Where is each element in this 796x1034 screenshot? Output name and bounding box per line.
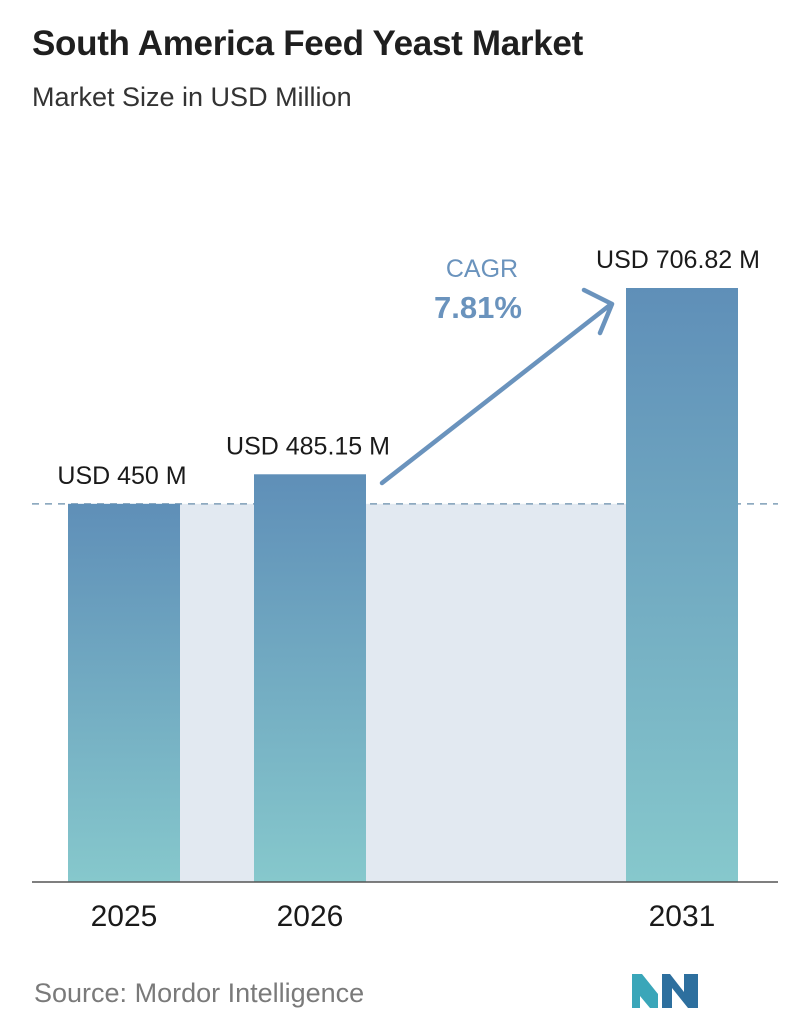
source-label: Source: — [34, 978, 128, 1008]
cagr-arrow-icon — [379, 287, 615, 486]
background-band — [124, 503, 682, 882]
cagr-label: CAGR — [446, 255, 518, 283]
bar-2026 — [254, 474, 366, 882]
x-tick-2026: 2026 — [277, 900, 344, 933]
mordor-intelligence-logo-icon — [632, 974, 698, 1008]
x-tick-labels: 2025 2026 2031 — [91, 900, 716, 933]
chart-subtitle: Market Size in USD Million — [32, 82, 352, 112]
background-bands — [124, 503, 682, 882]
data-label-2026: USD 485.15 M — [226, 432, 390, 460]
chart-title: South America Feed Yeast Market — [32, 24, 583, 63]
cagr-value: 7.81% — [434, 290, 522, 325]
source-note: Source: Mordor Intelligence — [34, 978, 364, 1009]
x-tick-2031: 2031 — [649, 900, 716, 933]
data-label-2025: USD 450 M — [57, 462, 186, 490]
bar-2031 — [626, 288, 738, 882]
bar-2025 — [68, 503, 180, 882]
cagr-annotation: CAGR 7.81% — [379, 255, 615, 486]
bars — [68, 288, 738, 882]
data-label-2031: USD 706.82 M — [596, 246, 760, 274]
source-name: Mordor Intelligence — [134, 978, 365, 1008]
data-labels: USD 450 M USD 485.15 M USD 706.82 M — [57, 246, 760, 490]
x-tick-2025: 2025 — [91, 900, 158, 933]
